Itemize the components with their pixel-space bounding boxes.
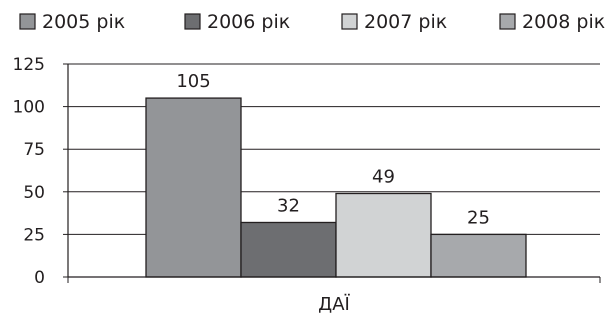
category-labels: ДАЇ (318, 294, 350, 315)
y-tick-label: 0 (34, 268, 45, 288)
y-tick-label: 25 (23, 225, 45, 245)
data-label-3: 49 (372, 167, 395, 188)
legend-label-3: 2007 рік (364, 11, 447, 33)
category-label: ДАЇ (318, 294, 350, 315)
legend-label-2: 2006 рік (207, 11, 290, 33)
legend-label-4: 2008 рік (522, 11, 605, 33)
bars (145, 97, 527, 278)
y-tick-label: 125 (13, 55, 45, 75)
legend-swatch-4 (499, 13, 516, 30)
bar-1 (145, 97, 242, 278)
y-tick-label: 100 (13, 98, 45, 118)
bar-4 (430, 233, 527, 278)
y-tick-label: 75 (23, 140, 45, 160)
legend-swatch-2 (184, 13, 201, 30)
data-label-1: 105 (176, 71, 210, 92)
legend-swatch-1 (19, 13, 36, 30)
legend-swatch-3 (341, 13, 358, 30)
y-axis-ticks: 0 25 50 75 100 125 (13, 55, 68, 288)
axes (67, 64, 601, 283)
legend-label-1: 2005 рік (42, 11, 125, 33)
data-labels: 105 32 49 25 (176, 71, 490, 228)
bar-2 (240, 221, 337, 278)
bar-3 (335, 192, 432, 278)
data-label-4: 25 (467, 207, 490, 228)
data-label-2: 32 (277, 195, 300, 216)
y-tick-label: 50 (23, 183, 45, 203)
legend: 2005 рік 2006 рік 2007 рік 2008 рік (19, 11, 605, 33)
